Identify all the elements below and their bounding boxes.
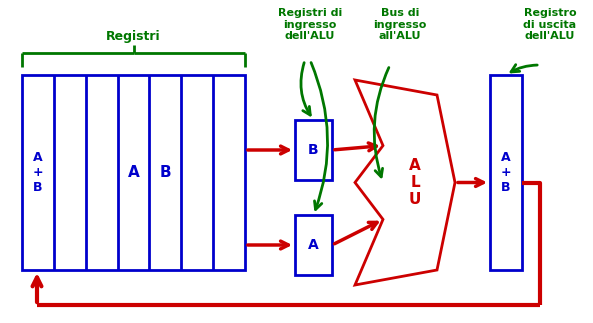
Text: A: A — [127, 165, 139, 180]
Text: B: B — [308, 143, 319, 157]
Text: Bus di
ingresso
all'ALU: Bus di ingresso all'ALU — [374, 8, 427, 41]
Text: B: B — [160, 165, 171, 180]
Text: A
+
B: A + B — [33, 151, 43, 194]
Bar — [22, 75, 245, 270]
Text: A
L
U: A L U — [409, 158, 421, 207]
Bar — [295, 215, 332, 275]
Text: A: A — [308, 238, 319, 252]
Bar — [490, 75, 522, 270]
Text: Registro
di uscita
dell'ALU: Registro di uscita dell'ALU — [524, 8, 576, 41]
Text: Registri di
ingresso
dell'ALU: Registri di ingresso dell'ALU — [278, 8, 342, 41]
Text: A
+
B: A + B — [500, 151, 511, 194]
Text: Registri: Registri — [106, 30, 161, 43]
Bar — [295, 120, 332, 180]
Polygon shape — [355, 80, 455, 285]
